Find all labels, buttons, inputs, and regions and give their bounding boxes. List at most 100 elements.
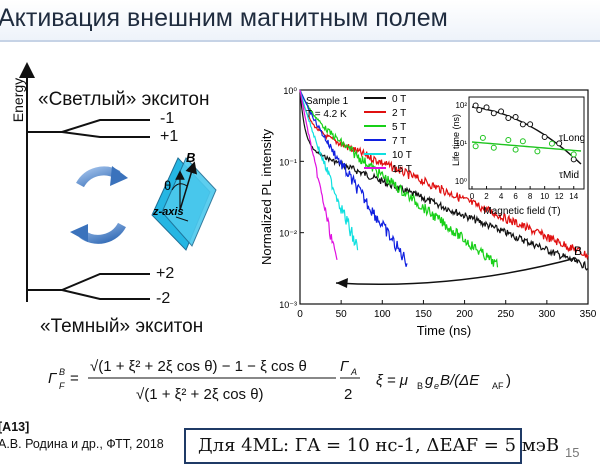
tau-long-point bbox=[490, 110, 497, 117]
level-label-minus2: -2 bbox=[156, 290, 171, 307]
inset-x-tick-label: 8 bbox=[528, 192, 533, 201]
decay-curves bbox=[299, 89, 589, 271]
cycle-arrows-icon bbox=[70, 166, 128, 244]
y-ticks: 10⁰ 10⁻¹ 10⁻² 10⁻³ bbox=[279, 86, 304, 310]
x-axis-label: Time (ns) bbox=[417, 323, 471, 338]
svg-text:e: e bbox=[434, 381, 439, 391]
b-arrow-label: B bbox=[574, 244, 582, 258]
x-ticks: 0 50 100 150 200 250 300 350 bbox=[297, 300, 597, 320]
y-tick-label: 10⁰ bbox=[283, 86, 297, 96]
level-label-plus2: +2 bbox=[156, 265, 175, 282]
reference-text: А.В. Родина и др., ФТТ, 2018 bbox=[0, 437, 164, 451]
tau-long-point bbox=[519, 121, 526, 128]
parameters-text: Для 4ML: ΓA = 10 нс-1, ΔEAF = 5 мэВ bbox=[198, 435, 560, 456]
x-tick-label: 350 bbox=[580, 309, 597, 320]
level-plus2 bbox=[61, 273, 150, 291]
svg-text:=: = bbox=[70, 370, 79, 387]
tau-mid-point bbox=[519, 138, 526, 145]
inset-x-tick-label: 6 bbox=[513, 192, 518, 201]
tau-mid-point bbox=[512, 146, 519, 153]
svg-text:B: B bbox=[59, 367, 65, 377]
inset-xlabel: Magnetic field (T) bbox=[483, 206, 560, 217]
bright-exciton-label: «Светлый» экситон bbox=[38, 89, 210, 110]
tau-mid-point bbox=[472, 143, 479, 150]
inset-y-tick-label: 10² bbox=[455, 101, 467, 110]
legend-label: 15 T bbox=[392, 164, 412, 175]
inset-x-tick-label: 14 bbox=[569, 192, 578, 201]
tau-long-label: τLong bbox=[559, 133, 585, 144]
level-minus2 bbox=[61, 289, 150, 300]
tau-mid-label: τMid bbox=[559, 170, 579, 181]
svg-text:B: B bbox=[417, 381, 423, 391]
level-minus1 bbox=[61, 119, 150, 133]
svg-text:√(1 + ξ² + 2ξ cos θ): √(1 + ξ² + 2ξ cos θ) bbox=[136, 386, 264, 403]
decay-curve bbox=[299, 89, 359, 251]
svg-text:F: F bbox=[59, 381, 65, 391]
tau-mid-point bbox=[534, 148, 541, 155]
tau-long-fit bbox=[471, 106, 582, 165]
slide-title: Активация внешним магнитным полем bbox=[0, 4, 448, 32]
inset-x-tick-label: 12 bbox=[555, 192, 564, 201]
tau-mid-point bbox=[548, 140, 555, 147]
tau-long-point bbox=[512, 114, 519, 120]
formula: Γ B F = √(1 + ξ² + 2ξ cos θ) − 1 − ξ cos… bbox=[48, 358, 511, 403]
legend-label: 10 T bbox=[392, 150, 412, 161]
legend-label: 2 T bbox=[392, 108, 406, 119]
x-tick-label: 250 bbox=[497, 309, 514, 320]
y-axis-label: Normalized PL intensity bbox=[259, 128, 274, 265]
inset-y-tick-label: 10⁰ bbox=[455, 177, 467, 186]
tau-mid-point bbox=[490, 144, 497, 151]
legend-label: 7 T bbox=[392, 136, 406, 147]
tau-long-point bbox=[476, 107, 483, 113]
level-plus1 bbox=[61, 131, 150, 138]
svg-text:√(1 + ξ² + 2ξ cos θ) − 1 − ξ c: √(1 + ξ² + 2ξ cos θ) − 1 − ξ cos θ bbox=[90, 358, 307, 375]
z-axis-label: z-axis bbox=[153, 206, 184, 218]
y-tick-label: 10⁻² bbox=[279, 229, 297, 239]
svg-text:ξ = μ: ξ = μ bbox=[376, 372, 408, 389]
decay-curve bbox=[299, 89, 589, 260]
svg-text:AF: AF bbox=[492, 381, 504, 391]
svg-text:B/(ΔE: B/(ΔE bbox=[440, 372, 480, 389]
tau-long-point bbox=[556, 140, 563, 147]
tau-long-point bbox=[541, 134, 548, 140]
tau-mid-point bbox=[479, 134, 486, 141]
x-tick-label: 300 bbox=[539, 309, 556, 320]
svg-text:A: A bbox=[350, 367, 357, 377]
inset-x-tick-label: 2 bbox=[484, 192, 489, 201]
sample-label: Sample 1 bbox=[306, 96, 349, 107]
parameters-box: Для 4ML: ΓA = 10 нс-1, ΔEAF = 5 мэВ bbox=[184, 428, 559, 464]
nanoplatelet-icon bbox=[151, 157, 217, 251]
svg-text:Γ: Γ bbox=[340, 358, 350, 375]
x-tick-label: 0 bbox=[297, 309, 303, 320]
reference-id: [A13] bbox=[0, 420, 30, 434]
x-tick-label: 150 bbox=[415, 309, 432, 320]
b-arrow bbox=[335, 257, 577, 286]
tau-long-point bbox=[472, 102, 479, 109]
temperature-label: T = 4.2 K bbox=[306, 109, 347, 120]
energy-diagram bbox=[19, 62, 217, 302]
level-label-minus1: -1 bbox=[160, 110, 175, 127]
tau-mid-fit bbox=[471, 141, 582, 152]
dark-exciton-label: «Темный» экситон bbox=[40, 316, 204, 337]
level-label-plus1: +1 bbox=[160, 128, 179, 145]
tau-long-point bbox=[527, 121, 534, 128]
svg-text:2: 2 bbox=[344, 386, 352, 403]
theta-label: θ bbox=[164, 178, 172, 193]
svg-text:): ) bbox=[506, 372, 511, 389]
inset-x-tick-label: 4 bbox=[499, 192, 504, 201]
inset-y-tick-label: 10¹ bbox=[455, 139, 467, 148]
inset-ylabel: Life time (ns) bbox=[451, 114, 461, 166]
decay-curve bbox=[299, 89, 408, 267]
title-bar: Активация внешним магнитным полем bbox=[0, 0, 600, 42]
tau-long-point bbox=[505, 115, 512, 121]
tau-long-point bbox=[570, 156, 577, 163]
decay-curve bbox=[299, 89, 589, 271]
y-tick-label: 10⁻³ bbox=[279, 300, 297, 310]
decay-curve bbox=[299, 89, 338, 261]
page-number: 15 bbox=[565, 445, 580, 460]
b-field-label: B bbox=[186, 150, 196, 165]
tau-mid-point bbox=[570, 151, 577, 158]
x-tick-label: 100 bbox=[374, 309, 391, 320]
inset-plot: 0 2 4 6 8 10 12 14 10² 10¹ 10⁰ bbox=[455, 101, 582, 201]
